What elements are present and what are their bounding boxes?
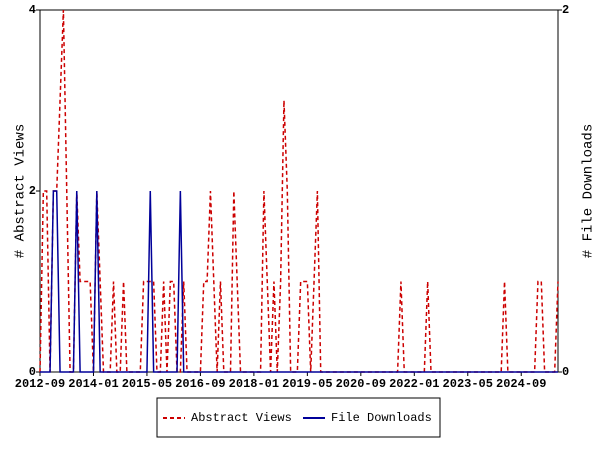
y2-tick-label: 0 <box>562 365 569 379</box>
series-line <box>39 9 559 373</box>
x-tick-label: 2023-05 <box>443 377 493 391</box>
legend-label: File Downloads <box>331 411 432 425</box>
x-tick-label: 2014-01 <box>68 377 118 391</box>
x-tick-label: 2018-01 <box>229 377 279 391</box>
y-tick-label: 4 <box>29 3 36 17</box>
x-tick-label: 2016-09 <box>175 377 225 391</box>
x-tick-label: 2012-09 <box>15 377 65 391</box>
x-tick-label: 2022-01 <box>389 377 439 391</box>
series-line <box>40 190 558 373</box>
x-tick-label: 2024-09 <box>496 377 546 391</box>
x-tick-label: 2019-05 <box>282 377 332 391</box>
y2-axis-title: # File Downloads <box>581 124 597 258</box>
x-tick-label: 2020-09 <box>336 377 386 391</box>
y-axis-title: # Abstract Views <box>13 124 29 258</box>
y-tick-label: 0 <box>29 365 36 379</box>
x-tick-label: 2015-05 <box>122 377 172 391</box>
y2-tick-label: 2 <box>562 3 569 17</box>
legend <box>156 397 441 438</box>
legend-label: Abstract Views <box>191 411 292 425</box>
y-tick-label: 2 <box>29 184 36 198</box>
